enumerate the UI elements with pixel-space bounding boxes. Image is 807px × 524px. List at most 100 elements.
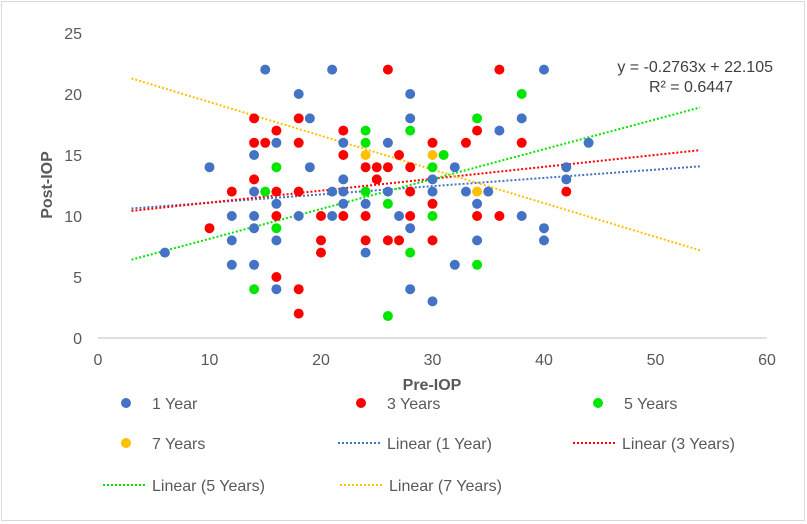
data-point (360, 247, 371, 258)
x-tick-label: 30 (424, 352, 442, 369)
data-point (226, 211, 237, 221)
series-3-years (204, 64, 572, 319)
data-point (226, 259, 237, 270)
data-point (382, 186, 393, 197)
data-point (249, 223, 260, 234)
data-point (327, 186, 338, 197)
data-point (249, 259, 260, 270)
data-point (304, 113, 315, 124)
data-point (583, 137, 594, 148)
data-point (360, 125, 371, 136)
data-point (472, 235, 483, 246)
data-point (316, 247, 326, 258)
data-point (405, 125, 416, 136)
data-point (494, 64, 505, 75)
data-point (427, 174, 438, 185)
data-point (293, 137, 304, 148)
data-point (271, 125, 282, 136)
data-point (449, 162, 460, 173)
data-point (260, 64, 271, 75)
data-point (360, 198, 371, 209)
data-point (226, 235, 237, 246)
data-point (405, 162, 416, 173)
data-point (405, 223, 416, 234)
data-point (405, 211, 416, 221)
data-point (271, 223, 282, 234)
data-point (405, 186, 416, 197)
data-point (539, 223, 549, 234)
trendlines (131, 77, 701, 261)
data-point (271, 186, 282, 197)
data-point (382, 137, 393, 148)
axes: 0 10 20 30 40 50 60 0 5 10 15 20 25 (64, 26, 776, 369)
data-point (561, 186, 572, 197)
data-point (561, 162, 572, 173)
series-5-years (249, 89, 527, 322)
x-tick-label: 20 (312, 352, 330, 369)
data-point (539, 64, 549, 75)
legend-label: 7 Years (152, 436, 205, 453)
trendline-r-squared: R² = 0.6447 (649, 79, 733, 96)
data-point (204, 223, 215, 234)
data-point (271, 272, 282, 282)
y-tick-label: 15 (64, 148, 82, 165)
data-point (405, 284, 416, 295)
data-point (249, 113, 260, 124)
data-point (460, 186, 471, 197)
data-point (382, 198, 393, 209)
legend-label: 1 Year (152, 396, 198, 413)
data-point (427, 137, 438, 148)
data-point (204, 162, 215, 173)
data-point (516, 137, 527, 148)
legend-label: 5 Years (624, 396, 677, 413)
data-point (304, 162, 315, 173)
data-point (271, 284, 282, 295)
data-point (561, 174, 572, 185)
data-point (293, 113, 304, 124)
data-point (516, 113, 527, 124)
data-point (449, 259, 460, 270)
data-point (438, 150, 449, 160)
data-point (360, 186, 371, 197)
data-point (405, 89, 416, 99)
series-1-year (159, 64, 594, 307)
data-point (159, 247, 170, 258)
y-tick-label: 0 (73, 331, 82, 348)
x-tick-label: 60 (758, 352, 776, 369)
legend-marker (121, 398, 131, 408)
data-point (427, 235, 438, 246)
data-point (394, 235, 405, 246)
data-point (460, 137, 471, 148)
data-points (159, 64, 594, 322)
data-point (260, 186, 271, 197)
data-point (260, 137, 271, 148)
data-point (360, 235, 371, 246)
data-point (371, 174, 382, 185)
data-point (360, 211, 371, 221)
data-point (539, 235, 549, 246)
x-tick-label: 0 (94, 352, 103, 369)
data-point (293, 186, 304, 197)
data-point (427, 296, 438, 307)
data-point (360, 162, 371, 173)
data-point (382, 311, 393, 322)
data-point (472, 113, 483, 124)
data-point (427, 186, 438, 197)
data-point (382, 235, 393, 246)
legend-label: Linear (3 Years) (622, 436, 735, 453)
data-point (360, 150, 371, 160)
data-point (394, 211, 405, 221)
data-point (338, 174, 349, 185)
data-point (338, 137, 349, 148)
y-tick-label: 25 (64, 26, 82, 43)
trendline-5-years (131, 106, 701, 261)
x-tick-label: 40 (535, 352, 553, 369)
legend-label: Linear (5 Years) (152, 478, 265, 495)
y-tick-label: 10 (64, 209, 82, 226)
data-point (249, 150, 260, 160)
data-point (338, 198, 349, 209)
x-axis-label: Pre-IOP (403, 377, 462, 394)
legend: 1 Year 3 Years 5 Years 7 Years Linear (1 Yea… (103, 396, 735, 495)
data-point (472, 198, 483, 209)
